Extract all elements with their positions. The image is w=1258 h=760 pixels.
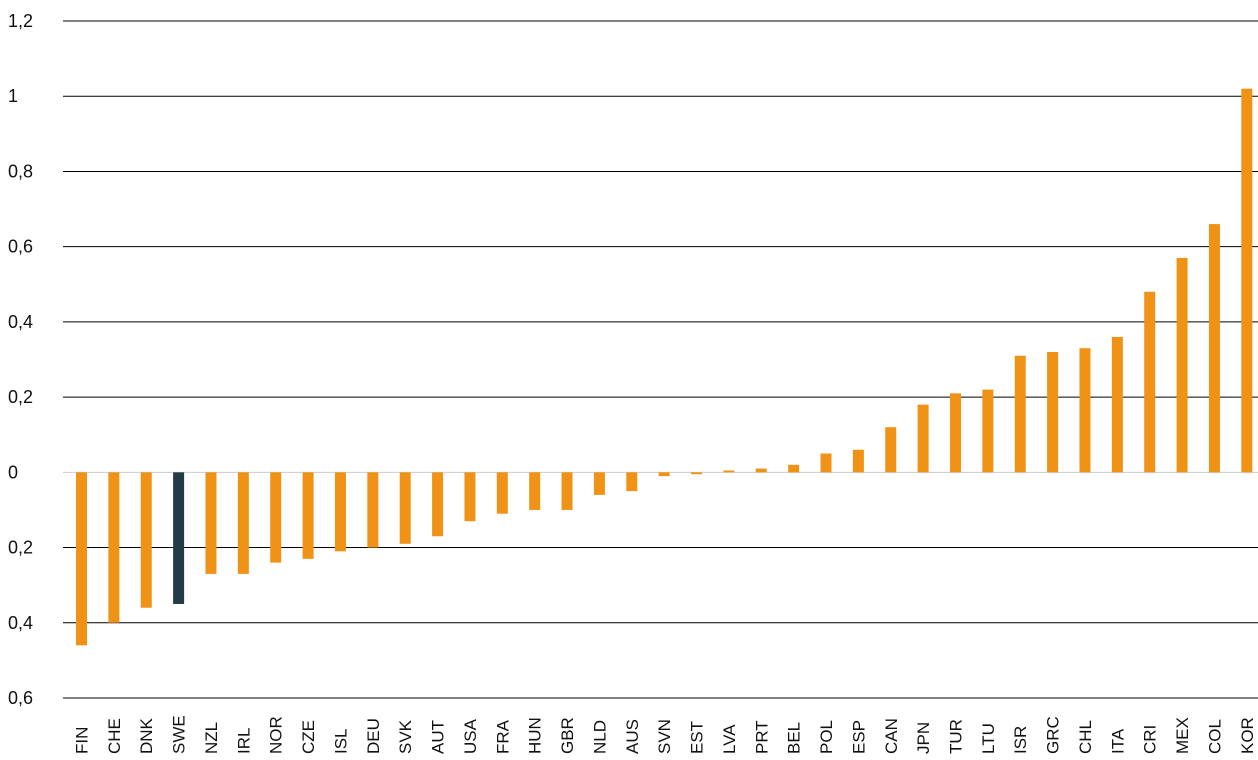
x-tick-label: SVN xyxy=(655,719,674,754)
bar-isr xyxy=(1014,355,1026,473)
x-tick-label: SWE xyxy=(170,715,189,754)
bar-che xyxy=(108,472,120,623)
bar-can xyxy=(885,427,897,473)
x-tick-label: JPN xyxy=(914,722,933,754)
x-tick-label: AUS xyxy=(623,719,642,754)
x-tick-label: DNK xyxy=(137,717,156,754)
bar-dnk xyxy=(140,472,152,608)
bar-esp xyxy=(852,449,864,473)
bar-aut xyxy=(432,472,444,537)
bar-est xyxy=(691,472,703,475)
x-tick-label: FRA xyxy=(493,719,512,754)
bar-aus xyxy=(626,472,638,492)
bar-ita xyxy=(1111,336,1123,473)
bar-hun xyxy=(529,472,541,510)
bar-nor xyxy=(270,472,282,563)
y-tick-label: 0,2 xyxy=(8,387,33,407)
x-tick-label: AUT xyxy=(429,720,448,754)
x-tick-label: LTU xyxy=(979,723,998,754)
y-tick-label: 0,4 xyxy=(8,613,33,633)
x-tick-label: ISR xyxy=(1011,726,1030,754)
bar-usa xyxy=(464,472,476,522)
y-tick-label: 0,2 xyxy=(8,538,33,558)
y-tick-label: 0,6 xyxy=(8,688,33,708)
bar-bel xyxy=(788,464,800,473)
bar-kor xyxy=(1241,88,1253,473)
bar-swe xyxy=(173,472,185,604)
bar-tur xyxy=(949,393,961,473)
x-tick-label: CHE xyxy=(105,718,124,754)
x-tick-label: ESP xyxy=(849,720,868,754)
bar-col xyxy=(1208,224,1220,473)
bar-grc xyxy=(1047,351,1059,473)
x-tick-label: LVA xyxy=(720,724,739,754)
bar-gbr xyxy=(561,472,573,510)
bar-irl xyxy=(237,472,249,574)
bar-nld xyxy=(593,472,605,495)
x-tick-label: CHL xyxy=(1076,720,1095,754)
bar-prt xyxy=(755,468,767,473)
x-tick-label: SVK xyxy=(396,719,415,754)
x-tick-label: CAN xyxy=(882,718,901,754)
x-tick-label: KOR xyxy=(1238,717,1257,754)
x-tick-label: FIN xyxy=(73,727,92,754)
y-tick-label: 0 xyxy=(8,462,18,482)
x-tick-label: COL xyxy=(1205,719,1224,754)
bar-pol xyxy=(820,453,832,473)
x-tick-label: HUN xyxy=(526,717,545,754)
x-tick-label: ISL xyxy=(331,728,350,754)
bar-chl xyxy=(1079,348,1091,473)
bar-deu xyxy=(367,472,379,548)
bar-fin xyxy=(76,472,87,646)
bar-cze xyxy=(302,472,314,559)
x-tick-label: DEU xyxy=(364,718,383,754)
x-tick-label: PRT xyxy=(752,720,771,754)
bar-svn xyxy=(658,472,670,477)
x-tick-label: IRL xyxy=(234,728,253,754)
y-tick-label: 1 xyxy=(8,86,18,106)
x-tick-label: NZL xyxy=(202,722,221,754)
bar-isl xyxy=(334,472,346,552)
bar-ltu xyxy=(982,389,994,473)
x-tick-label: POL xyxy=(817,720,836,754)
x-tick-label: ITA xyxy=(1108,728,1127,754)
x-tick-label: EST xyxy=(688,721,707,754)
bar-lva xyxy=(723,470,735,473)
y-tick-label: 1,2 xyxy=(8,11,33,31)
bar-jpn xyxy=(917,404,929,473)
bar-fra xyxy=(496,472,508,514)
y-tick-label: 0,8 xyxy=(8,161,33,181)
bar-svk xyxy=(399,472,411,544)
bar-mex xyxy=(1176,257,1188,473)
bar-cri xyxy=(1144,291,1156,473)
y-tick-label: 0,6 xyxy=(8,237,33,257)
x-tick-label: GBR xyxy=(558,717,577,754)
x-tick-label: TUR xyxy=(946,719,965,754)
x-tick-label: MEX xyxy=(1173,717,1192,754)
x-tick-label: CRI xyxy=(1141,725,1160,754)
x-tick-label: NOR xyxy=(267,716,286,754)
x-tick-label: GRC xyxy=(1044,716,1063,754)
bar-nzl xyxy=(205,472,217,574)
x-tick-label: NLD xyxy=(590,720,609,754)
y-tick-label: 0,4 xyxy=(8,312,33,332)
x-tick-label: CZE xyxy=(299,720,318,754)
x-tick-label: USA xyxy=(461,718,480,754)
x-tick-label: BEL xyxy=(785,722,804,754)
